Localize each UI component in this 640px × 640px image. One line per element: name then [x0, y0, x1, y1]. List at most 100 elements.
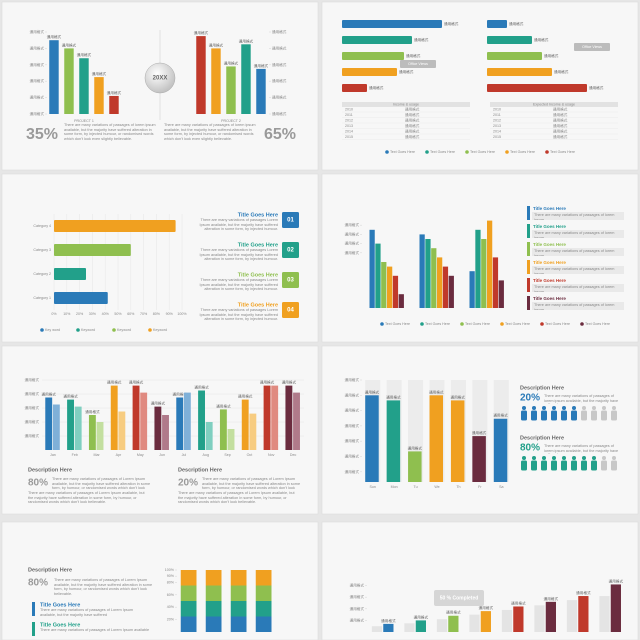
- y-tick-label: 通用格式: [25, 405, 40, 410]
- number: 02: [287, 248, 294, 254]
- bar: [285, 385, 293, 450]
- bar: [140, 392, 148, 450]
- legend-swatch: [148, 328, 152, 332]
- person-head: [532, 406, 536, 410]
- number: 03: [287, 278, 294, 284]
- y-tick-label: 通用格式: [272, 29, 287, 34]
- paragraph-box: There are many variations of passages of…: [202, 477, 300, 491]
- callout: [434, 590, 484, 606]
- y-tick-label: 通用格式: [30, 29, 45, 34]
- y-tick-label: 40%: [167, 605, 175, 609]
- bar: [271, 385, 279, 450]
- description-title: Description Here: [28, 467, 72, 473]
- y-tick-label: 通用格式: [350, 594, 365, 599]
- y-tick-label: 通用格式: [25, 391, 40, 396]
- person-head: [582, 406, 586, 410]
- value-label: 通用格式: [381, 618, 396, 623]
- person-head: [612, 406, 616, 410]
- x-tick-label: Sun: [370, 485, 376, 489]
- value-label: 通用格式: [42, 391, 57, 396]
- table-cell: 通用格式: [553, 112, 568, 117]
- person-head: [542, 456, 546, 460]
- bar: [342, 20, 442, 28]
- item-band: [532, 212, 624, 220]
- center-label: 20XX: [153, 76, 168, 82]
- bar: [293, 392, 300, 450]
- person-body: [601, 460, 607, 471]
- bar: [263, 385, 271, 450]
- bar: [162, 415, 169, 450]
- person-head: [602, 406, 606, 410]
- bar: [501, 609, 513, 632]
- person-head: [562, 406, 566, 410]
- bar: [481, 239, 487, 308]
- legend-swatch: [505, 150, 509, 154]
- bar: [429, 395, 443, 482]
- y-tick-label: 通用格式: [30, 111, 45, 116]
- y-tick-label: 通用格式: [30, 78, 45, 83]
- y-tick-label: 90%: [167, 574, 175, 578]
- value-label: 通用格式: [414, 37, 429, 42]
- person-head: [572, 456, 576, 460]
- paragraph-box: There are many variations of passages of…: [28, 491, 145, 505]
- table-cell: 2013: [493, 124, 501, 128]
- bar: [404, 623, 415, 632]
- bar: [54, 292, 108, 304]
- description-title: Description Here: [520, 435, 564, 441]
- description-title: Description Here: [520, 385, 564, 391]
- paragraph: There are many variations of passages of…: [52, 477, 151, 491]
- legend-swatch: [460, 322, 464, 326]
- bar: [487, 220, 493, 308]
- table-cell: 通用格式: [405, 112, 420, 117]
- value-label: 通用格式: [493, 413, 508, 418]
- table-cell: 2011: [345, 113, 353, 117]
- paragraph-box: There are many variations of passages of…: [40, 608, 134, 617]
- paragraph: There are many variations of passages Lo…: [199, 308, 278, 322]
- item-marker: [32, 622, 35, 636]
- value-label: 通用格式: [414, 614, 429, 619]
- y-tick-label: 通用格式: [345, 250, 360, 255]
- bar: [67, 399, 74, 450]
- x-tick-label: Fr: [478, 485, 482, 489]
- person-body: [571, 410, 577, 421]
- slide: 20% 40% 60% 80% 90% 100% Description Here 80% Th…: [1, 521, 319, 640]
- x-tick-label: Jun: [159, 453, 165, 457]
- bar: [96, 422, 104, 450]
- paragraph-box: There are many variations of passages Lo…: [200, 248, 278, 261]
- table-cell: 2010: [345, 107, 353, 111]
- paragraph: There are many variations of passages of…: [28, 491, 145, 505]
- paragraph: There are many variations of passages of…: [534, 285, 615, 292]
- bar: [230, 616, 247, 632]
- y-tick-label: 通用格式: [25, 377, 40, 382]
- callout-label: 50 % Completed: [440, 595, 479, 601]
- paragraph: There are many variations of passages of…: [178, 491, 295, 505]
- value-label: 通用格式: [534, 37, 549, 42]
- y-tick-label: 60%: [167, 593, 175, 597]
- paragraph-box: There are many variations of passages Lo…: [199, 218, 278, 232]
- paragraph: There are many variations of passages of…: [64, 123, 156, 141]
- legend-swatch: [420, 322, 424, 326]
- paragraph-box: There are many variations of passages of…: [534, 231, 614, 238]
- bar: [49, 40, 59, 115]
- x-tick-label: 90%: [166, 312, 174, 316]
- person-body: [611, 460, 617, 471]
- bar: [480, 611, 491, 632]
- bar: [205, 601, 222, 617]
- paragraph: There are many variations of passages of…: [40, 608, 134, 617]
- bar: [386, 400, 401, 482]
- table-header: [490, 102, 618, 107]
- table-cell: 2013: [345, 124, 353, 128]
- item-title: Title Goes Here: [238, 212, 278, 218]
- bar: [94, 77, 104, 114]
- y-tick-label: 通用格式: [272, 95, 287, 100]
- value-label: 通用格式: [444, 21, 459, 26]
- y-tick-label: 通用格式: [30, 45, 45, 50]
- paragraph: There are many variations of passages Lo…: [199, 218, 278, 232]
- bar: [79, 58, 89, 114]
- legend-label: Text Goes Here: [550, 150, 575, 154]
- value-label: 通用格式: [239, 38, 254, 43]
- y-tick-label: 通用格式: [272, 62, 287, 67]
- number-badge: [282, 242, 299, 258]
- y-tick-label: 通用格式: [350, 617, 365, 622]
